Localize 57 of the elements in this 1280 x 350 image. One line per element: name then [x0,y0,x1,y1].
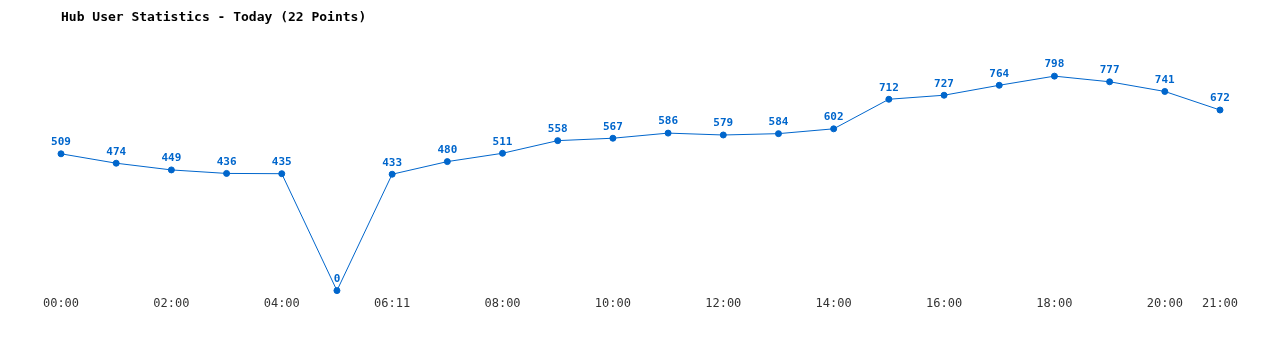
point [940,91,948,99]
chart-title: Hub User Statistics - Today (22 Points) [61,9,367,25]
point [1161,87,1169,95]
point [57,150,65,158]
data-label: 509 [51,135,71,149]
point [609,134,617,142]
data-label: 435 [271,155,292,169]
data-label: 474 [106,144,127,158]
x-tick-label: 04:00 [263,295,300,310]
data-label: 727 [934,76,954,90]
point [167,166,175,174]
x-tick-label: 10:00 [594,295,631,310]
point [112,159,120,167]
point [664,129,672,137]
x-tick-label: 00:00 [42,295,80,310]
point [719,131,727,139]
point [885,95,893,103]
data-label: 777 [1099,63,1120,77]
data-label: 584 [768,115,789,129]
x-tick-label: 21:00 [1201,295,1239,310]
data-label: 586 [658,114,679,128]
x-tick-label: 06:11 [374,295,411,310]
data-label: 433 [382,155,403,169]
x-tick-label: 16:00 [925,295,963,310]
data-label: 567 [602,119,623,133]
point [443,158,451,166]
data-label: 436 [216,154,237,168]
data-label: 511 [492,134,513,148]
point [1106,78,1114,86]
data-label: 764 [989,66,1010,80]
x-tick-label: 12:00 [705,295,742,310]
x-tick-label: 14:00 [815,295,852,310]
point [1050,72,1058,80]
data-label: 798 [1044,57,1065,71]
data-label: 558 [547,122,568,135]
data-label: 712 [878,80,899,94]
data-label: 449 [161,151,182,165]
point [995,81,1003,89]
point [223,169,231,177]
x-tick-label: 20:00 [1146,295,1183,310]
x-tick-label: 02:00 [153,295,190,310]
point [774,130,782,138]
point [499,149,507,157]
x-tick-label: 08:00 [484,295,521,310]
data-label: 579 [713,116,734,130]
point [554,137,562,145]
point [830,125,838,133]
data-label: 480 [437,142,458,156]
data-label: 602 [823,110,844,124]
data-label: 741 [1154,72,1176,86]
point [388,170,396,178]
point [278,170,286,178]
data-label: 0 [333,271,341,285]
x-tick-label: 18:00 [1036,295,1073,310]
point [333,287,341,295]
data-label: 672 [1210,91,1230,105]
point [1216,106,1224,114]
